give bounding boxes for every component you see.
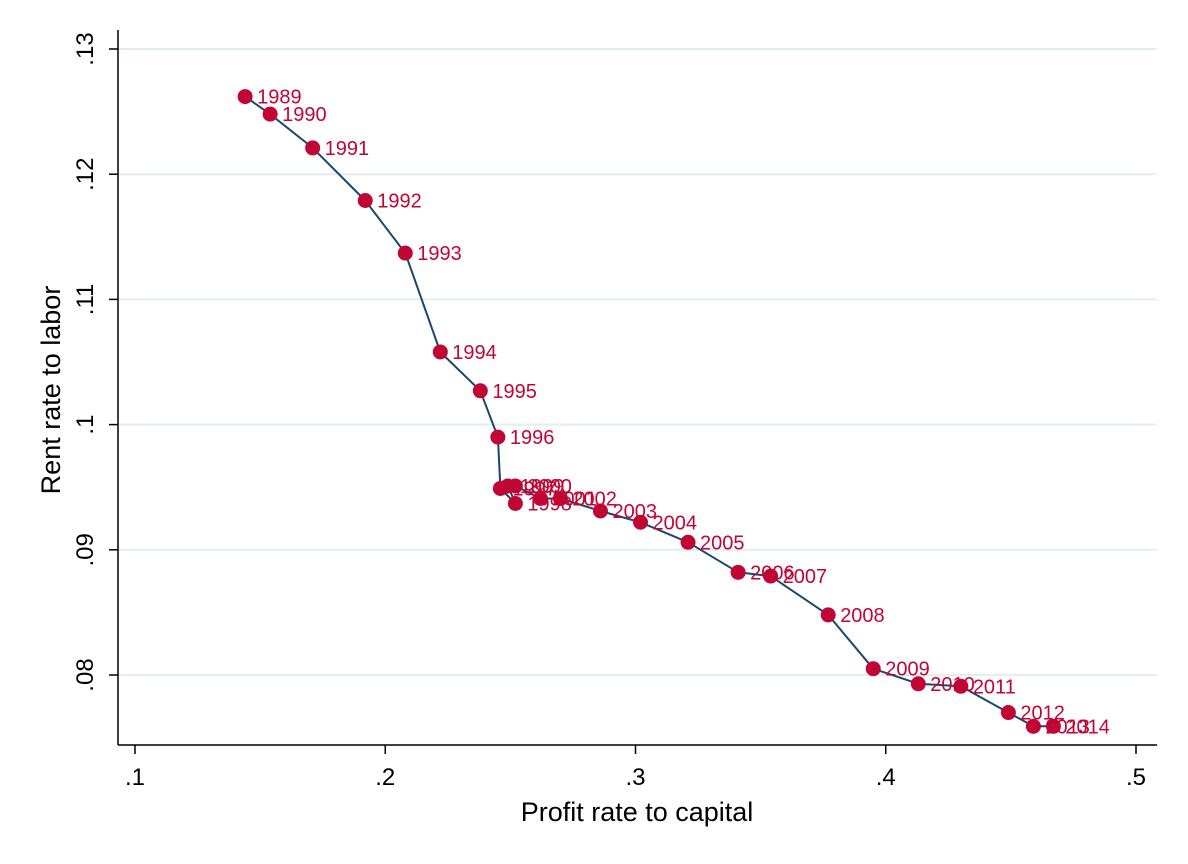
data-point-2002 (552, 490, 568, 506)
x-tick-label: .3 (625, 764, 645, 791)
data-point-1991 (305, 140, 321, 156)
data-point-2007 (763, 568, 779, 584)
point-label-2010: 2010 (930, 674, 975, 696)
data-point-1989 (237, 89, 253, 105)
y-tick-label: .09 (72, 533, 99, 566)
data-point-1992 (357, 192, 373, 208)
data-point-2010 (910, 676, 926, 692)
data-point-2008 (820, 607, 836, 623)
point-label-2006: 2006 (750, 562, 795, 584)
y-tick-label: .1 (72, 415, 99, 435)
point-label-2009: 2009 (885, 659, 930, 681)
point-label-1999: 1999 (520, 476, 565, 498)
data-point-2011 (953, 678, 969, 694)
x-tick-label: .5 (1126, 764, 1146, 791)
point-label-1997: 1997 (512, 478, 557, 500)
point-label-2008: 2008 (840, 605, 885, 627)
y-tick-label: .13 (72, 32, 99, 65)
data-point-1995 (472, 383, 488, 399)
x-tick-label: .4 (876, 764, 896, 791)
point-label-2005: 2005 (700, 532, 745, 554)
data-point-2014 (1045, 718, 1061, 734)
data-point-2004 (633, 514, 649, 530)
series-line (244, 95, 1054, 728)
data-point-1994 (432, 344, 448, 360)
point-label-1995: 1995 (492, 381, 536, 403)
axes: .08 .09 .1 .11 .12 .13 .1 .2 .3 .4 .5 (72, 30, 1157, 791)
gridlines (118, 48, 1157, 676)
point-label-2003: 2003 (612, 501, 657, 523)
data-point-2012 (1000, 705, 1016, 721)
point-label-1994: 1994 (452, 342, 497, 364)
point-label-1990: 1990 (282, 104, 327, 126)
data-point-2006 (730, 564, 746, 580)
data-point-2005 (680, 534, 696, 550)
data-point-2013 (1025, 718, 1041, 734)
x-tick-label: .2 (375, 764, 395, 791)
point-label-2011: 2011 (973, 676, 1016, 698)
data-point-1996 (490, 429, 506, 445)
point-label-2013: 2013 (1045, 716, 1090, 738)
x-axis-title: Profit rate to capital (521, 797, 754, 827)
point-label-2007: 2007 (783, 566, 828, 588)
point-label-1996: 1996 (510, 427, 555, 449)
data-point-2001 (532, 490, 548, 506)
data-point-1993 (397, 245, 413, 261)
point-label-1992: 1992 (377, 190, 422, 212)
point-label-1989: 1989 (257, 87, 302, 109)
data-point-2000 (507, 478, 523, 494)
point-label-2012: 2012 (1020, 703, 1065, 725)
point-label-2000: 2000 (527, 476, 572, 498)
point-label-2004: 2004 (653, 512, 698, 534)
point-label-2002: 2002 (572, 488, 617, 510)
data-point-2009 (865, 661, 881, 677)
x-tick-label: .1 (125, 764, 145, 791)
y-tick-label: .11 (72, 284, 99, 316)
point-label-1998: 1998 (527, 493, 572, 515)
data-points (237, 89, 1061, 734)
data-point-2003 (592, 503, 608, 519)
data-point-1990 (262, 106, 278, 122)
y-tick-label: .12 (72, 158, 99, 191)
data-point-1998 (507, 495, 523, 511)
y-tick-label: .08 (72, 658, 99, 691)
y-axis-title: Rent rate to labor (36, 286, 66, 495)
point-label-1993: 1993 (417, 243, 462, 265)
point-label-2001: 2001 (552, 488, 597, 510)
point-label-2014: 2014 (1065, 716, 1110, 738)
point-label-1991: 1991 (325, 138, 370, 160)
connecting-line (244, 95, 1054, 728)
